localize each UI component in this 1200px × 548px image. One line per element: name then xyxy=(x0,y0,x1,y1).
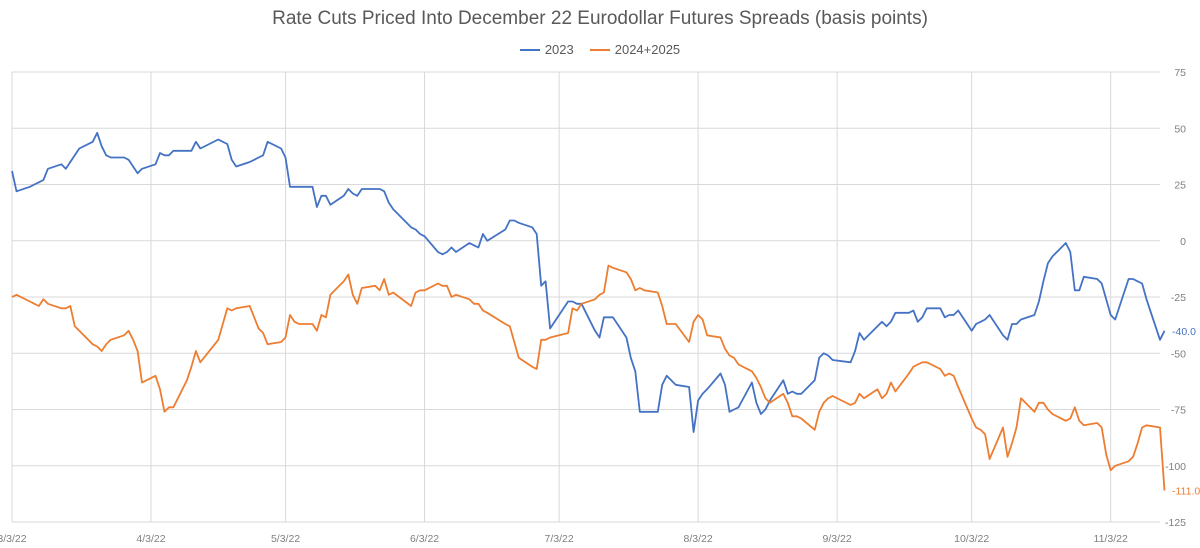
y-tick-label: -75 xyxy=(1171,405,1186,417)
x-tick-label: 3/3/22 xyxy=(0,533,27,545)
x-tick-label: 8/3/22 xyxy=(684,533,713,545)
legend: 2023 2024+2025 xyxy=(0,42,1200,57)
legend-swatch-2023 xyxy=(519,48,540,51)
y-tick-label: -50 xyxy=(1171,348,1186,360)
series-line-2024-2025 xyxy=(11,264,1166,491)
chart-title: Rate Cuts Priced Into December 22 Eurodo… xyxy=(272,8,928,29)
legend-label-2024-2025: 2024+2025 xyxy=(614,42,681,57)
x-tick-label: 7/3/22 xyxy=(544,533,573,545)
x-tick-label: 5/3/22 xyxy=(271,533,300,545)
end-value-label: -111.0 xyxy=(1172,486,1200,498)
y-tick-label: -125 xyxy=(1165,517,1186,529)
x-tick-label: 9/3/22 xyxy=(823,533,852,545)
x-tick-label: 4/3/22 xyxy=(136,533,165,545)
y-tick-label: 50 xyxy=(1174,123,1186,135)
end-value-label: -40.0 xyxy=(1172,326,1196,338)
series-line-2023 xyxy=(11,131,1166,433)
legend-label-2023: 2023 xyxy=(544,42,574,57)
x-tick-label: 11/3/22 xyxy=(1094,533,1128,545)
y-tick-label: -25 xyxy=(1171,292,1186,304)
y-tick-label: -100 xyxy=(1165,461,1186,473)
legend-swatch-2024-2025 xyxy=(589,48,610,51)
legend-item-2024-2025: 2024+2025 xyxy=(589,42,681,57)
legend-item-2023: 2023 xyxy=(519,42,574,57)
y-tick-label: 75 xyxy=(1174,67,1186,79)
y-tick-label: 25 xyxy=(1174,180,1186,192)
y-tick-label: 0 xyxy=(1180,236,1186,248)
x-tick-label: 10/3/22 xyxy=(954,533,989,545)
x-tick-label: 6/3/22 xyxy=(410,533,439,545)
